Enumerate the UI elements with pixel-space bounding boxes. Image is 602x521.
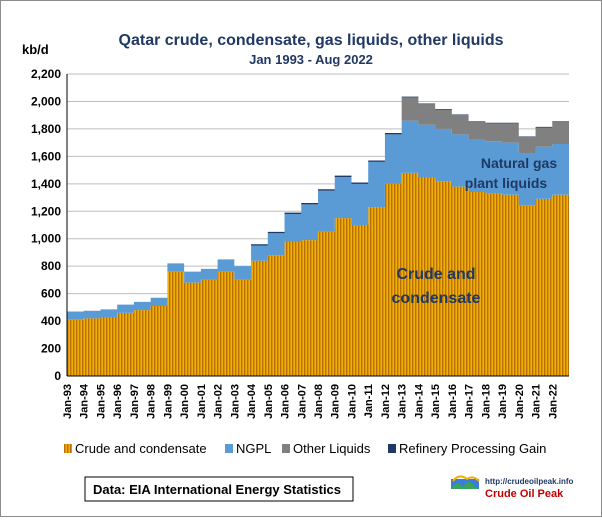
x-tick-label: Jan-93 — [62, 384, 74, 419]
logo-name: Crude Oil Peak — [485, 488, 564, 500]
x-tick-label: Jan-99 — [162, 384, 174, 419]
x-tick-label: Jan-04 — [246, 383, 258, 419]
annotation-crude-line1: Crude and — [396, 266, 475, 283]
crude-oil-peak-logo: http://crudeoilpeak.info Crude Oil Peak — [451, 475, 574, 500]
logo-url: http://crudeoilpeak.info — [485, 477, 574, 486]
chart-subtitle: Jan 1993 - Aug 2022 — [249, 52, 373, 67]
annotation-ngpl-line2: plant liquids — [465, 175, 548, 191]
y-axis-ticks: 0 200 400 600 800 1,000 1,200 1,400 1,600 1,800 2,… — [31, 67, 61, 383]
series-area-ngpl — [67, 120, 569, 320]
source-note-box: Data: EIA International Energy Statistic… — [84, 476, 354, 502]
y-tick-label: 1,800 — [31, 122, 61, 136]
x-tick-label: Jan-02 — [213, 384, 225, 419]
x-tick-label: Jan-98 — [146, 384, 158, 419]
x-tick-label: Jan-18 — [480, 384, 492, 419]
x-tick-label: Jan-22 — [547, 384, 559, 419]
y-tick-label: 800 — [41, 259, 61, 273]
x-tick-label: Jan-11 — [363, 384, 375, 418]
legend-label-refinery: Refinery Processing Gain — [399, 441, 546, 456]
legend-label-crude: Crude and condensate — [75, 441, 207, 456]
x-tick-label: Jan-10 — [346, 384, 358, 419]
series-area-crude-and-condensate — [67, 172, 569, 376]
y-tick-label: 200 — [41, 342, 61, 356]
x-tick-label: Jan-21 — [531, 384, 543, 419]
x-tick-label: Jan-07 — [296, 384, 308, 419]
y-axis-label: kb/d — [22, 42, 49, 57]
x-tick-label: Jan-14 — [413, 383, 425, 419]
legend: Crude and condensate NGPL Other Liquids … — [64, 441, 546, 456]
annotation-crude-line2: condensate — [392, 290, 481, 307]
legend-swatch-other — [282, 444, 290, 453]
y-tick-label: 0 — [54, 369, 61, 383]
y-tick-label: 1,000 — [31, 232, 61, 246]
x-tick-label: Jan-05 — [263, 384, 275, 419]
x-tick-label: Jan-94 — [79, 383, 91, 419]
y-tick-label: 400 — [41, 314, 61, 328]
x-tick-label: Jan-12 — [380, 384, 392, 419]
annotation-ngpl-line1: Natural gas — [481, 155, 557, 171]
x-axis-ticks: Jan-93 Jan-94 Jan-95 Jan-96 Jan-97 Jan-98 Jan-… — [62, 383, 559, 419]
legend-swatch-ngpl — [225, 444, 233, 453]
x-tick-label: Jan-03 — [229, 384, 241, 419]
x-tick-label: Jan-17 — [464, 384, 476, 419]
x-tick-label: Jan-19 — [497, 384, 509, 419]
y-tick-label: 600 — [41, 287, 61, 301]
legend-swatch-refinery — [388, 444, 396, 453]
y-tick-label: 2,000 — [31, 94, 61, 108]
series-area-refinery-processing-gain — [67, 96, 569, 312]
y-tick-label: 2,200 — [31, 67, 61, 81]
x-tick-label: Jan-01 — [196, 384, 208, 419]
legend-label-ngpl: NGPL — [236, 441, 271, 456]
x-tick-label: Jan-96 — [112, 384, 124, 419]
y-tick-label: 1,200 — [31, 204, 61, 218]
x-tick-label: Jan-09 — [330, 384, 342, 419]
x-tick-label: Jan-06 — [280, 384, 292, 419]
source-note: Data: EIA International Energy Statistic… — [93, 482, 341, 497]
y-tick-label: 1,600 — [31, 149, 61, 163]
x-tick-label: Jan-20 — [514, 384, 526, 419]
y-tick-label: 1,400 — [31, 177, 61, 191]
x-tick-label: Jan-97 — [129, 384, 141, 419]
legend-label-other: Other Liquids — [293, 441, 371, 456]
x-tick-label: Jan-16 — [447, 384, 459, 419]
x-tick-label: Jan-08 — [313, 384, 325, 419]
x-tick-label: Jan-15 — [430, 384, 442, 419]
legend-swatch-crude — [64, 444, 72, 453]
x-tick-label: Jan-95 — [95, 384, 107, 419]
plot-area — [66, 74, 569, 377]
x-tick-label: Jan-00 — [179, 384, 191, 419]
chart-title: Qatar crude, condensate, gas liquids, ot… — [119, 32, 504, 49]
x-tick-label: Jan-13 — [397, 384, 409, 419]
